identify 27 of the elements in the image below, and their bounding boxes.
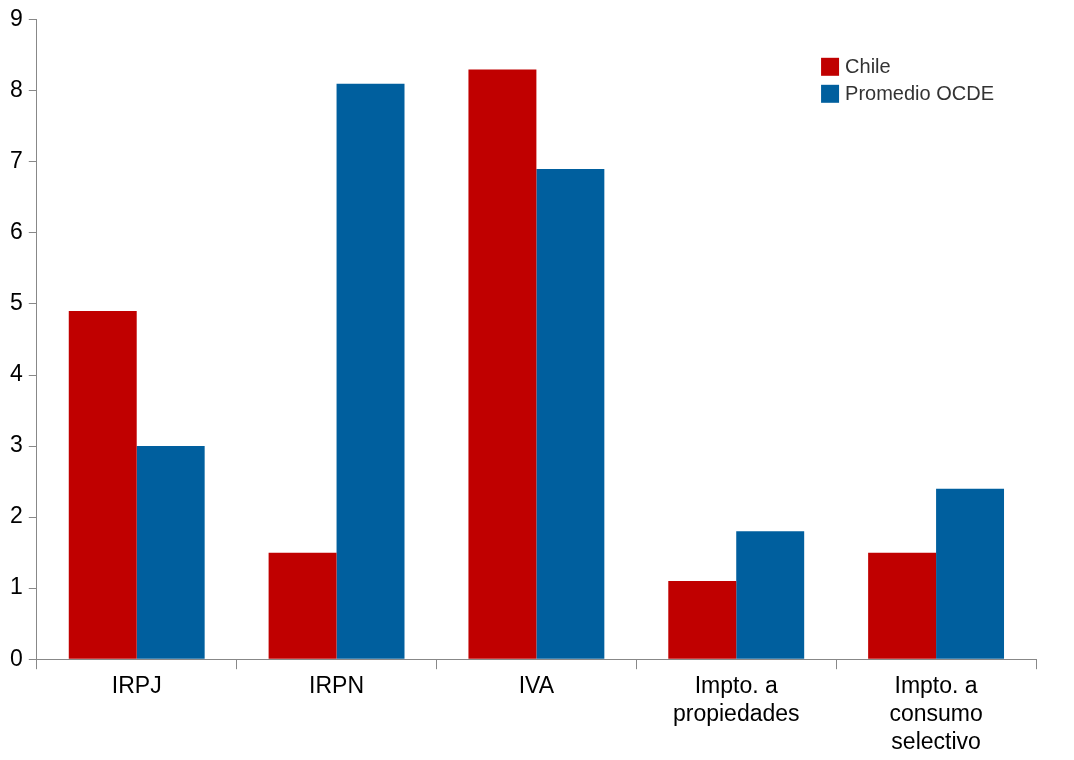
x-tick-label: Impto. a propiedades [672, 672, 800, 726]
y-tick-label: 0 [9, 644, 23, 671]
y-tick-label: 7 [9, 147, 23, 174]
bar [868, 552, 937, 659]
y-tick-label: 9 [9, 5, 23, 32]
bar [936, 488, 1005, 659]
y-tick-label: 2 [9, 502, 23, 529]
y-tick-label: 4 [9, 360, 23, 387]
y-tick-label: 8 [9, 76, 23, 103]
x-tick-label: IRPJ [111, 672, 162, 699]
x-tick-label: IRPN [309, 672, 365, 699]
x-tick-label: IVA [518, 672, 555, 699]
bar [336, 83, 405, 659]
y-tick-label: 3 [9, 431, 23, 458]
bar [468, 69, 537, 659]
legend-label: Chile [845, 55, 891, 78]
bar [668, 581, 737, 659]
x-tick-label: Impto. a consumo selectivo [889, 672, 983, 754]
y-tick-label: 1 [9, 573, 23, 600]
bar [68, 311, 137, 659]
y-tick-label: 5 [9, 289, 23, 316]
bar [268, 552, 337, 659]
bar [536, 168, 605, 659]
bar [136, 446, 205, 659]
bar [736, 531, 805, 659]
y-tick-label: 6 [9, 218, 23, 245]
legend-label: Promedio OCDE [845, 82, 994, 105]
